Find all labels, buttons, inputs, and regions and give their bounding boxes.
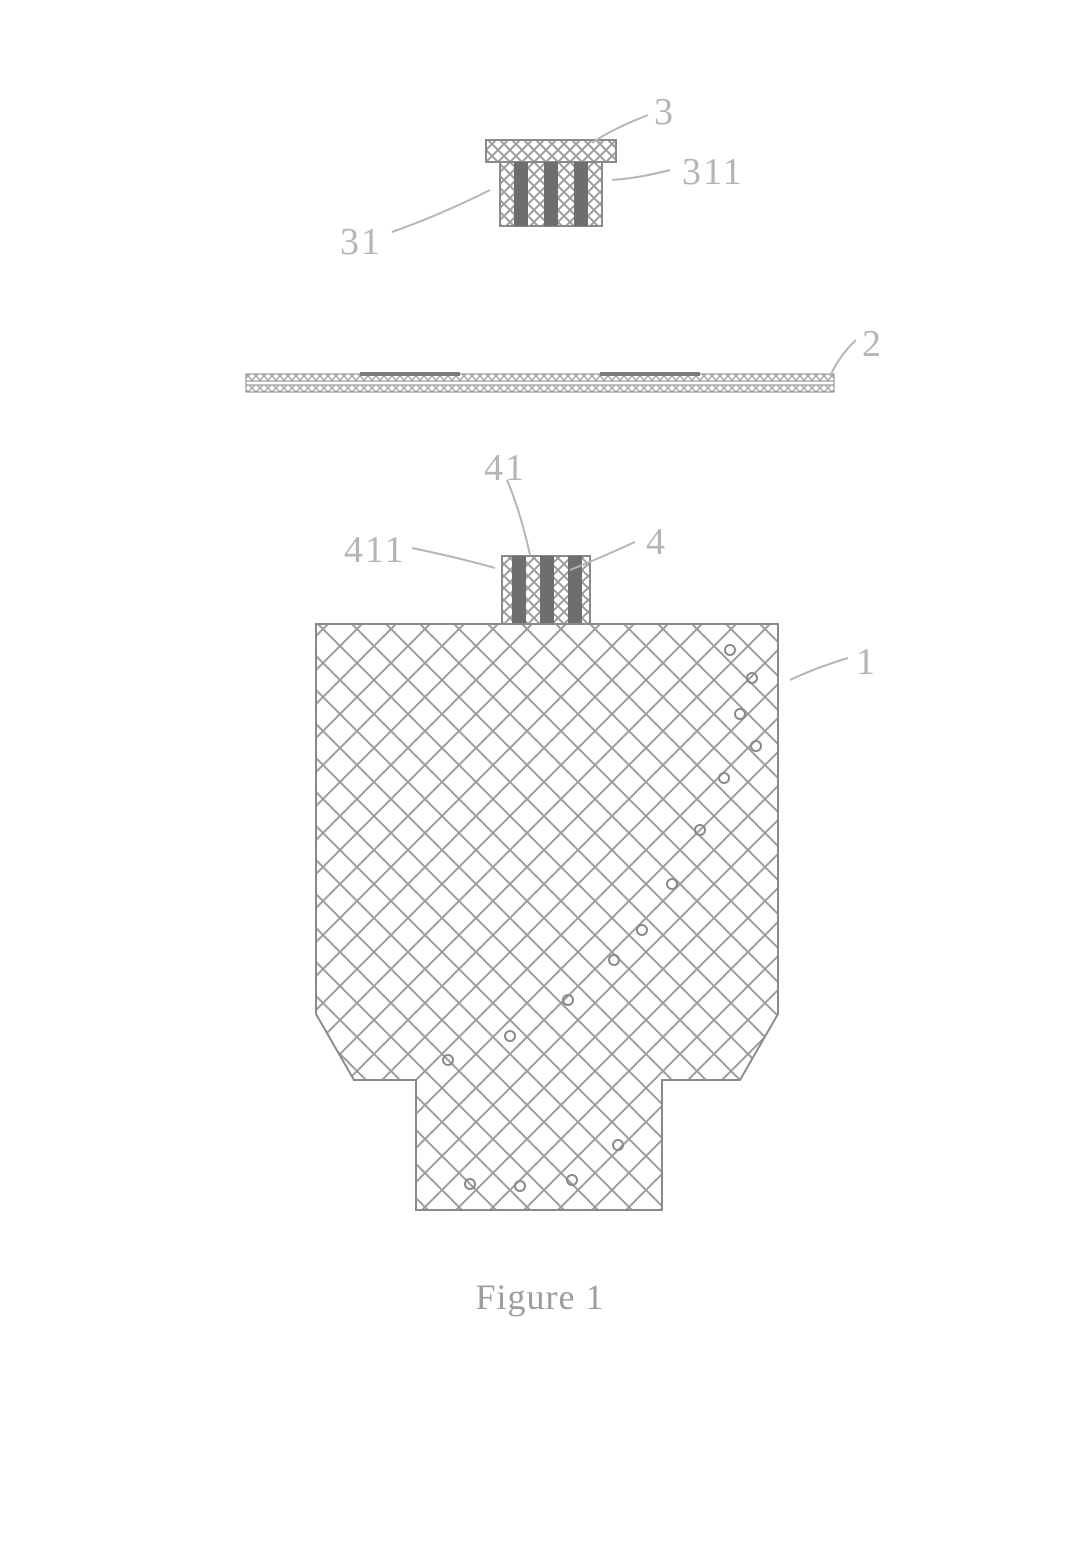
figure-drawing xyxy=(0,0,1080,1558)
part-2-plate xyxy=(246,372,834,392)
label-3: 3 xyxy=(654,90,675,134)
label-311: 311 xyxy=(682,150,744,194)
part-3-upper-boss xyxy=(486,140,616,226)
figure-caption: Figure 1 xyxy=(476,1276,605,1318)
label-4: 4 xyxy=(646,520,667,564)
figure-1: 3 311 31 2 41 411 4 1 Figure 1 xyxy=(0,0,1080,1558)
label-2: 2 xyxy=(862,322,883,366)
leader-lines xyxy=(392,115,856,680)
label-31: 31 xyxy=(340,220,382,264)
label-41: 41 xyxy=(484,446,526,490)
label-1: 1 xyxy=(856,640,877,684)
part-1-main-body xyxy=(316,624,778,1210)
label-411: 411 xyxy=(344,528,406,572)
